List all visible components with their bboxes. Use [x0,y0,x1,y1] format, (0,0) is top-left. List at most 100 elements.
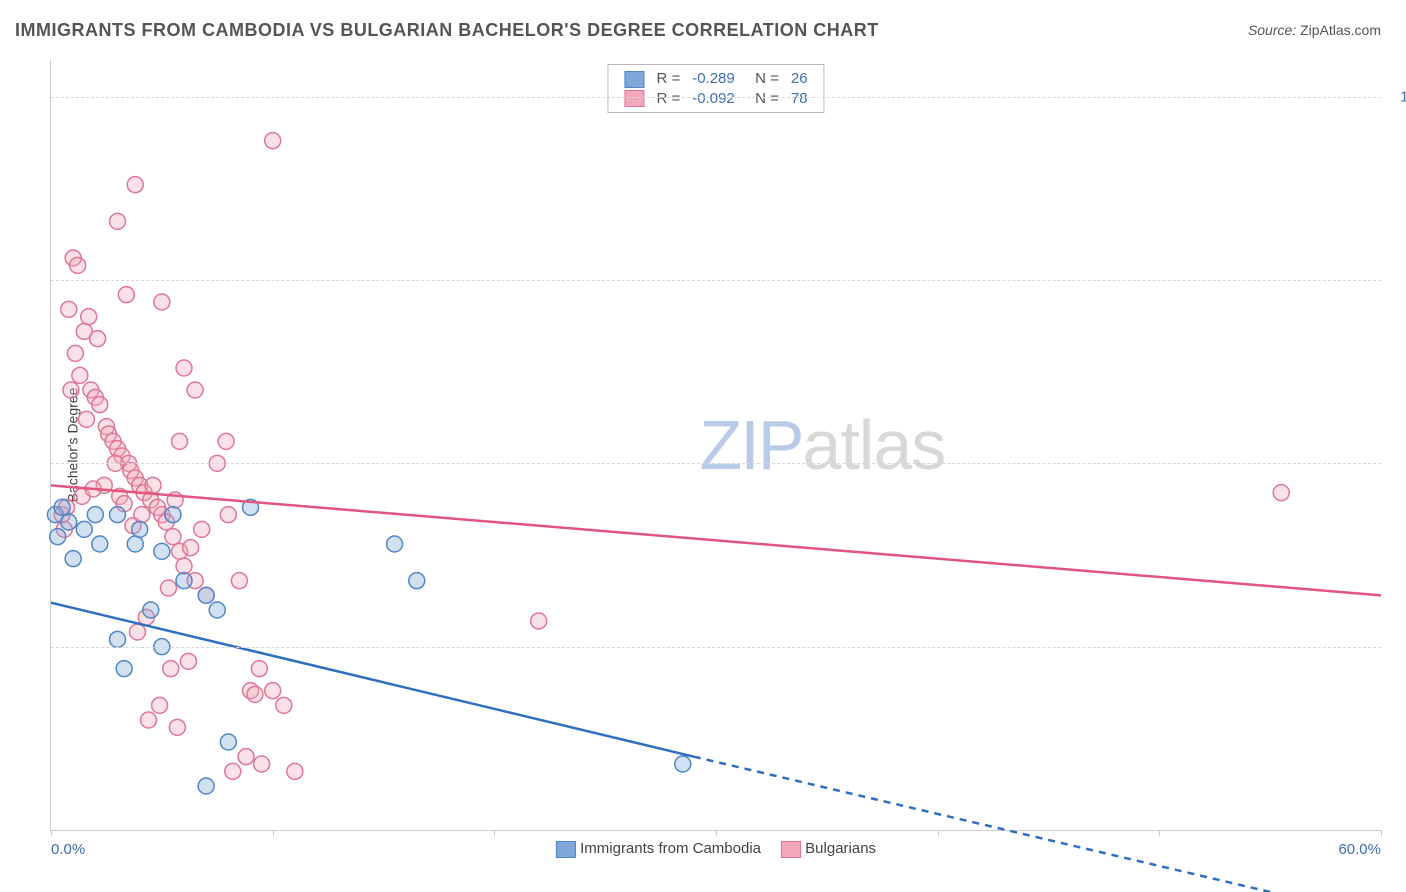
data-point-bulgarians [134,507,150,523]
data-point-bulgarians [187,382,203,398]
gridline [51,280,1381,281]
data-point-cambodia [165,507,181,523]
data-point-bulgarians [218,433,234,449]
data-point-bulgarians [251,661,267,677]
data-point-cambodia [198,587,214,603]
legend-swatch [556,841,576,858]
data-point-cambodia [209,602,225,618]
trend-line-cambodia [51,603,694,757]
data-point-bulgarians [154,294,170,310]
x-tick [51,830,52,836]
y-tick-label: 50.0% [1391,455,1406,472]
data-point-cambodia [387,536,403,552]
data-point-bulgarians [265,133,281,149]
data-point-bulgarians [225,763,241,779]
legend-item-cambodia: Immigrants from Cambodia [556,840,761,857]
data-point-bulgarians [110,213,126,229]
source-value: ZipAtlas.com [1300,22,1381,38]
data-point-bulgarians [67,345,83,361]
gridline [51,463,1381,464]
data-point-bulgarians [176,360,192,376]
data-point-cambodia [409,573,425,589]
data-point-cambodia [65,551,81,567]
legend-label: Immigrants from Cambodia [580,840,761,857]
data-point-bulgarians [152,697,168,713]
data-point-cambodia [127,536,143,552]
source-label: Source: [1248,22,1296,38]
data-point-bulgarians [81,309,97,325]
data-point-bulgarians [90,331,106,347]
data-point-bulgarians [160,580,176,596]
data-point-cambodia [110,507,126,523]
x-tick [1159,830,1160,836]
data-point-bulgarians [145,477,161,493]
source-attribution: Source: ZipAtlas.com [1248,22,1381,38]
data-point-bulgarians [183,540,199,556]
legend-item-bulgarians: Bulgarians [781,840,876,857]
data-point-bulgarians [61,301,77,317]
data-point-cambodia [76,521,92,537]
data-point-cambodia [220,734,236,750]
data-point-bulgarians [172,433,188,449]
data-point-bulgarians [276,697,292,713]
data-point-bulgarians [127,177,143,193]
data-point-bulgarians [287,763,303,779]
data-point-bulgarians [231,573,247,589]
chart-title: IMMIGRANTS FROM CAMBODIA VS BULGARIAN BA… [15,20,879,41]
data-point-bulgarians [165,529,181,545]
data-point-cambodia [87,507,103,523]
data-point-bulgarians [265,683,281,699]
data-point-bulgarians [238,749,254,765]
data-point-bulgarians [254,756,270,772]
chart-container: IMMIGRANTS FROM CAMBODIA VS BULGARIAN BA… [0,0,1406,892]
y-tick-label: 75.0% [1391,272,1406,289]
data-point-bulgarians [72,367,88,383]
data-point-bulgarians [247,686,263,702]
trend-line-bulgarians [51,485,1381,595]
data-point-bulgarians [129,624,145,640]
data-point-cambodia [154,543,170,559]
data-point-bulgarians [220,507,236,523]
data-point-bulgarians [163,661,179,677]
data-point-bulgarians [92,397,108,413]
plot-svg [51,60,1381,830]
data-point-cambodia [110,631,126,647]
gridline [51,97,1381,98]
data-point-cambodia [61,514,77,530]
data-point-bulgarians [169,719,185,735]
data-point-cambodia [116,661,132,677]
x-tick [494,830,495,836]
x-tick-label: 0.0% [51,841,85,858]
data-point-bulgarians [78,411,94,427]
x-tick [938,830,939,836]
data-point-cambodia [50,529,66,545]
data-point-bulgarians [63,382,79,398]
data-point-cambodia [143,602,159,618]
data-point-bulgarians [1273,485,1289,501]
y-tick-label: 100.0% [1391,88,1406,105]
data-point-cambodia [198,778,214,794]
legend-swatch [781,841,801,858]
trend-line-dash-cambodia [694,757,1381,892]
data-point-cambodia [54,499,70,515]
data-point-cambodia [176,573,192,589]
x-tick-label: 60.0% [1338,841,1381,858]
data-point-bulgarians [531,613,547,629]
data-point-bulgarians [141,712,157,728]
legend-label: Bulgarians [805,840,876,857]
data-point-bulgarians [70,257,86,273]
data-point-bulgarians [176,558,192,574]
data-point-cambodia [132,521,148,537]
plot-area: Bachelor's Degree ZIPatlas R =-0.289 N =… [50,60,1381,831]
data-point-bulgarians [118,287,134,303]
y-tick-label: 25.0% [1391,638,1406,655]
data-point-cambodia [675,756,691,772]
data-point-cambodia [92,536,108,552]
x-tick [273,830,274,836]
series-legend: Immigrants from Cambodia Bulgarians [546,840,886,858]
x-tick [716,830,717,836]
data-point-bulgarians [180,653,196,669]
x-tick [1381,830,1382,836]
gridline [51,647,1381,648]
data-point-bulgarians [194,521,210,537]
